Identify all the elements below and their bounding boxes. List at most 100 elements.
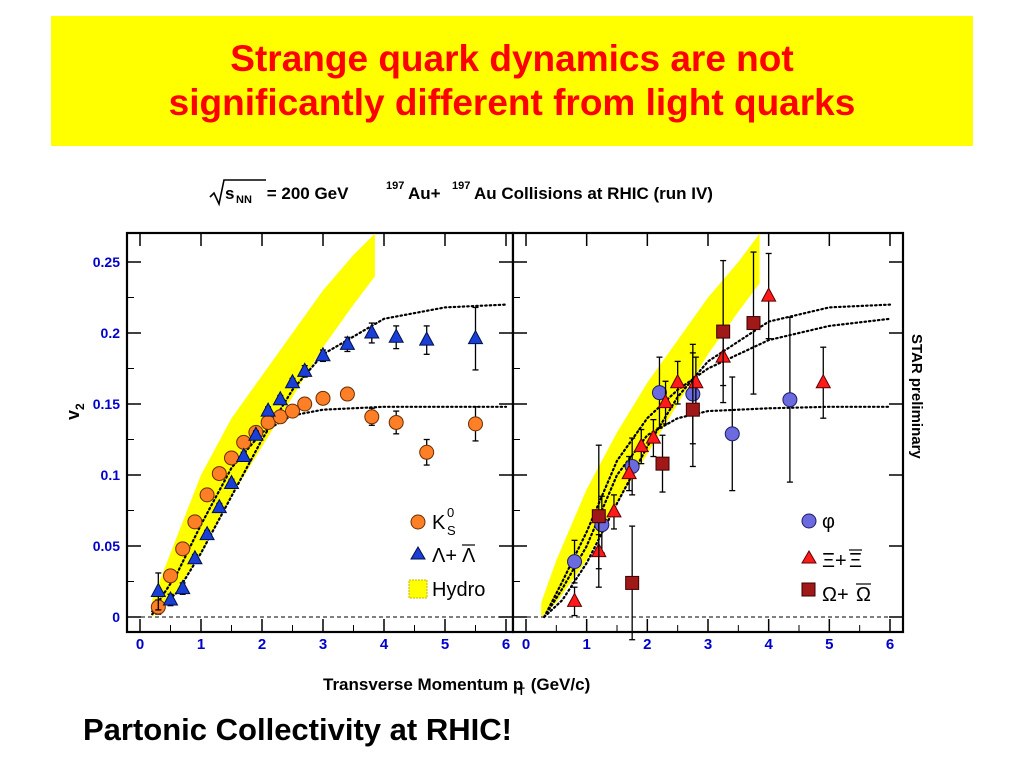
right-series1-point [657, 393, 674, 409]
legend-lambda-bar: Λ [462, 545, 476, 567]
legend-lambda-marker [410, 546, 426, 560]
right-series1-point [633, 437, 650, 453]
y-tick-label: 0.2 [101, 325, 121, 341]
y-axis-label: v 2 [63, 403, 87, 420]
left-series1-point [199, 525, 215, 541]
right-x-tick-label: 3 [704, 636, 712, 653]
left-x-tick-label: 6 [502, 636, 510, 653]
header-rest: Au Collisions at RHIC (run IV) [474, 184, 713, 203]
right-series1-point [669, 373, 686, 389]
left-series1-point [467, 329, 484, 345]
left-series0-point [468, 416, 483, 432]
right-series1-point [815, 373, 832, 389]
left-series0-point [285, 403, 300, 419]
left-series0-point [419, 444, 435, 460]
left-x-tick-label: 2 [258, 636, 266, 653]
left-x-tick-label: 4 [380, 636, 389, 653]
y-axis-label-main: v [63, 410, 83, 420]
left-series0-point [364, 409, 380, 425]
left-series1-point [339, 335, 356, 350]
slide-title-line1: Strange quark dynamics are not [230, 38, 794, 79]
left-series0-point [297, 396, 313, 412]
header-nn-sub: NN [236, 194, 252, 206]
left-series1-point [211, 498, 228, 514]
legend-omega-label: Ω+ [822, 584, 849, 606]
left-series1-point [363, 323, 380, 339]
left-series1-point [315, 346, 331, 362]
left-x-tick-label: 5 [441, 636, 449, 653]
left-series1-point [187, 549, 203, 565]
title-banner: Strange quark dynamics are not significa… [51, 16, 973, 146]
left-x-tick-label: 1 [197, 636, 205, 653]
header-s: s [225, 184, 234, 203]
legend-phi-marker [801, 513, 817, 529]
legend-lambda-label: Λ+ [432, 545, 457, 567]
right-series1-point [566, 592, 583, 607]
left-series0-point [388, 414, 404, 430]
left-x-tick-label: 0 [136, 636, 144, 653]
figure-header: s NN = 200 GeV 197 Au+ 197 Au Collisions… [209, 179, 713, 207]
left-series1-point [296, 362, 313, 377]
left-series1-point [174, 579, 191, 595]
left-panel: 0 1 2 3 4 5 6 0 0.05 0.1 0.15 0.2 0.25 [93, 231, 515, 653]
legend-right: φ Ξ+ Ξ Ω+ Ω [801, 511, 871, 606]
legend-xi-label: Ξ+ [822, 550, 847, 572]
right-panel: 0 1 2 3 4 5 6 [511, 231, 905, 653]
y-tick-label: 0.25 [93, 254, 120, 270]
right-series2-point [716, 324, 731, 339]
legend-k0s-sup: 0 [447, 505, 454, 520]
legend-omega-bar: Ω [856, 584, 871, 606]
left-series0-point [187, 514, 203, 530]
header-energy: = 200 GeV [262, 184, 353, 203]
right-series0-point [651, 385, 667, 401]
left-series0-point [315, 390, 331, 406]
header-mass-number: 197 [386, 180, 404, 192]
y-tick-label: 0.15 [93, 396, 120, 412]
y-axis-label-sub: 2 [73, 403, 87, 410]
right-series1-point [606, 502, 622, 518]
right-x-tick-label: 0 [522, 636, 530, 653]
right-series0-point [567, 554, 583, 570]
left-series0-point [339, 386, 355, 402]
x-axis-label: Transverse Momentum p T (GeV/c) [323, 675, 590, 698]
legend-left: K 0 S Λ+ Λ Hydro [408, 505, 485, 601]
right-series2-point [625, 575, 640, 590]
x-axis-label-main: Transverse Momentum p [323, 675, 523, 694]
left-series0-point [211, 466, 227, 482]
y-tick-label: 0.05 [93, 538, 120, 554]
left-series1-point [223, 474, 240, 490]
x-axis-label-sub: T [518, 686, 525, 698]
right-series2-point [685, 402, 700, 417]
left-series1-point [260, 402, 276, 417]
left-series0-point [224, 450, 239, 466]
right-series2-point [746, 316, 761, 331]
left-series1-point [418, 331, 435, 346]
right-series2-point [591, 509, 606, 524]
right-x-tick-label: 2 [643, 636, 651, 653]
header-au: Au+ [408, 184, 441, 203]
left-series1-point [272, 390, 289, 406]
sqrt-sign [209, 179, 266, 207]
right-x-tick-label: 5 [825, 636, 833, 653]
left-series1-point [284, 373, 301, 389]
left-series1-point [248, 426, 264, 441]
legend-xi-marker [801, 550, 817, 564]
x-axis-label-unit: (GeV/c) [526, 675, 590, 694]
legend-k0s-label: K [432, 512, 446, 534]
left-series1-point [150, 582, 167, 597]
right-series2-point [655, 456, 670, 471]
slide-title-line2: significantly different from light quark… [168, 82, 856, 123]
footer-text: Partonic Collectivity at RHIC! [83, 712, 512, 747]
left-series0-point [175, 541, 191, 557]
right-series0-point [724, 426, 740, 442]
left-x-tick-label: 3 [319, 636, 327, 653]
legend-k0s-sub: S [447, 523, 456, 538]
star-preliminary-label: STAR preliminary [908, 334, 925, 459]
right-series0-point [782, 392, 798, 408]
left-series0-point [163, 568, 178, 584]
legend-omega-marker [801, 582, 816, 597]
right-x-tick-label: 1 [582, 636, 590, 653]
left-series0-point [236, 434, 252, 450]
legend-k0s-marker [410, 514, 426, 530]
